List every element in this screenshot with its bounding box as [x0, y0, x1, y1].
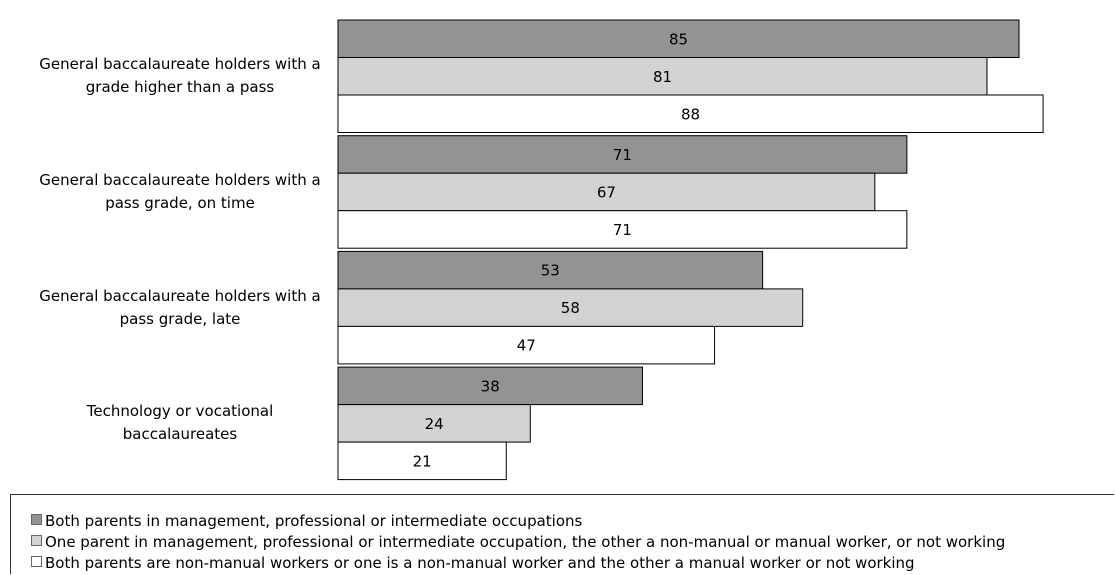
legend-label: Both parents are non-manual workers or o… [45, 554, 915, 572]
data-label: 88 [681, 105, 700, 123]
bar [337, 19, 1020, 58]
data-label: 71 [613, 221, 632, 239]
category-label: General baccalaureate holders with a pas… [39, 286, 321, 328]
legend-label: One parent in management, professional o… [45, 533, 1006, 551]
bar [337, 288, 804, 327]
data-label: 85 [669, 30, 688, 48]
data-label: 67 [597, 183, 616, 201]
legend-swatch [31, 514, 42, 525]
data-label: 47 [517, 337, 536, 355]
data-label: 71 [613, 146, 632, 164]
bar [337, 250, 764, 290]
data-label: 21 [413, 452, 432, 470]
bar [337, 135, 908, 174]
chart: 85 81 88 71 67 71 53 58 47 38 24 21 [337, 19, 1044, 481]
data-label: 81 [653, 68, 672, 86]
data-label: 53 [541, 262, 560, 280]
bar [337, 210, 908, 249]
bar [337, 366, 643, 406]
legend-item: Both parents in management, professional… [31, 511, 1114, 532]
category-label: General baccalaureate holders with a pas… [39, 170, 321, 212]
bar [337, 325, 716, 365]
legend-item: Both parents are non-manual workers or o… [31, 553, 1114, 574]
legend-item: One parent in management, professional o… [31, 532, 1114, 553]
bar [337, 441, 507, 481]
data-label: 58 [561, 299, 580, 317]
legend-swatch [31, 556, 42, 567]
category-label: General baccalaureate holders with a gra… [39, 55, 321, 97]
bar [337, 172, 876, 212]
data-label: 38 [481, 377, 500, 395]
legend-swatch [31, 535, 42, 546]
data-label: 24 [425, 415, 444, 433]
legend: Both parents in management, professional… [10, 494, 1114, 574]
category-label: Technology or vocational baccalaureates [86, 402, 274, 444]
legend-label: Both parents in management, professional… [45, 512, 583, 530]
bar [337, 94, 1044, 133]
